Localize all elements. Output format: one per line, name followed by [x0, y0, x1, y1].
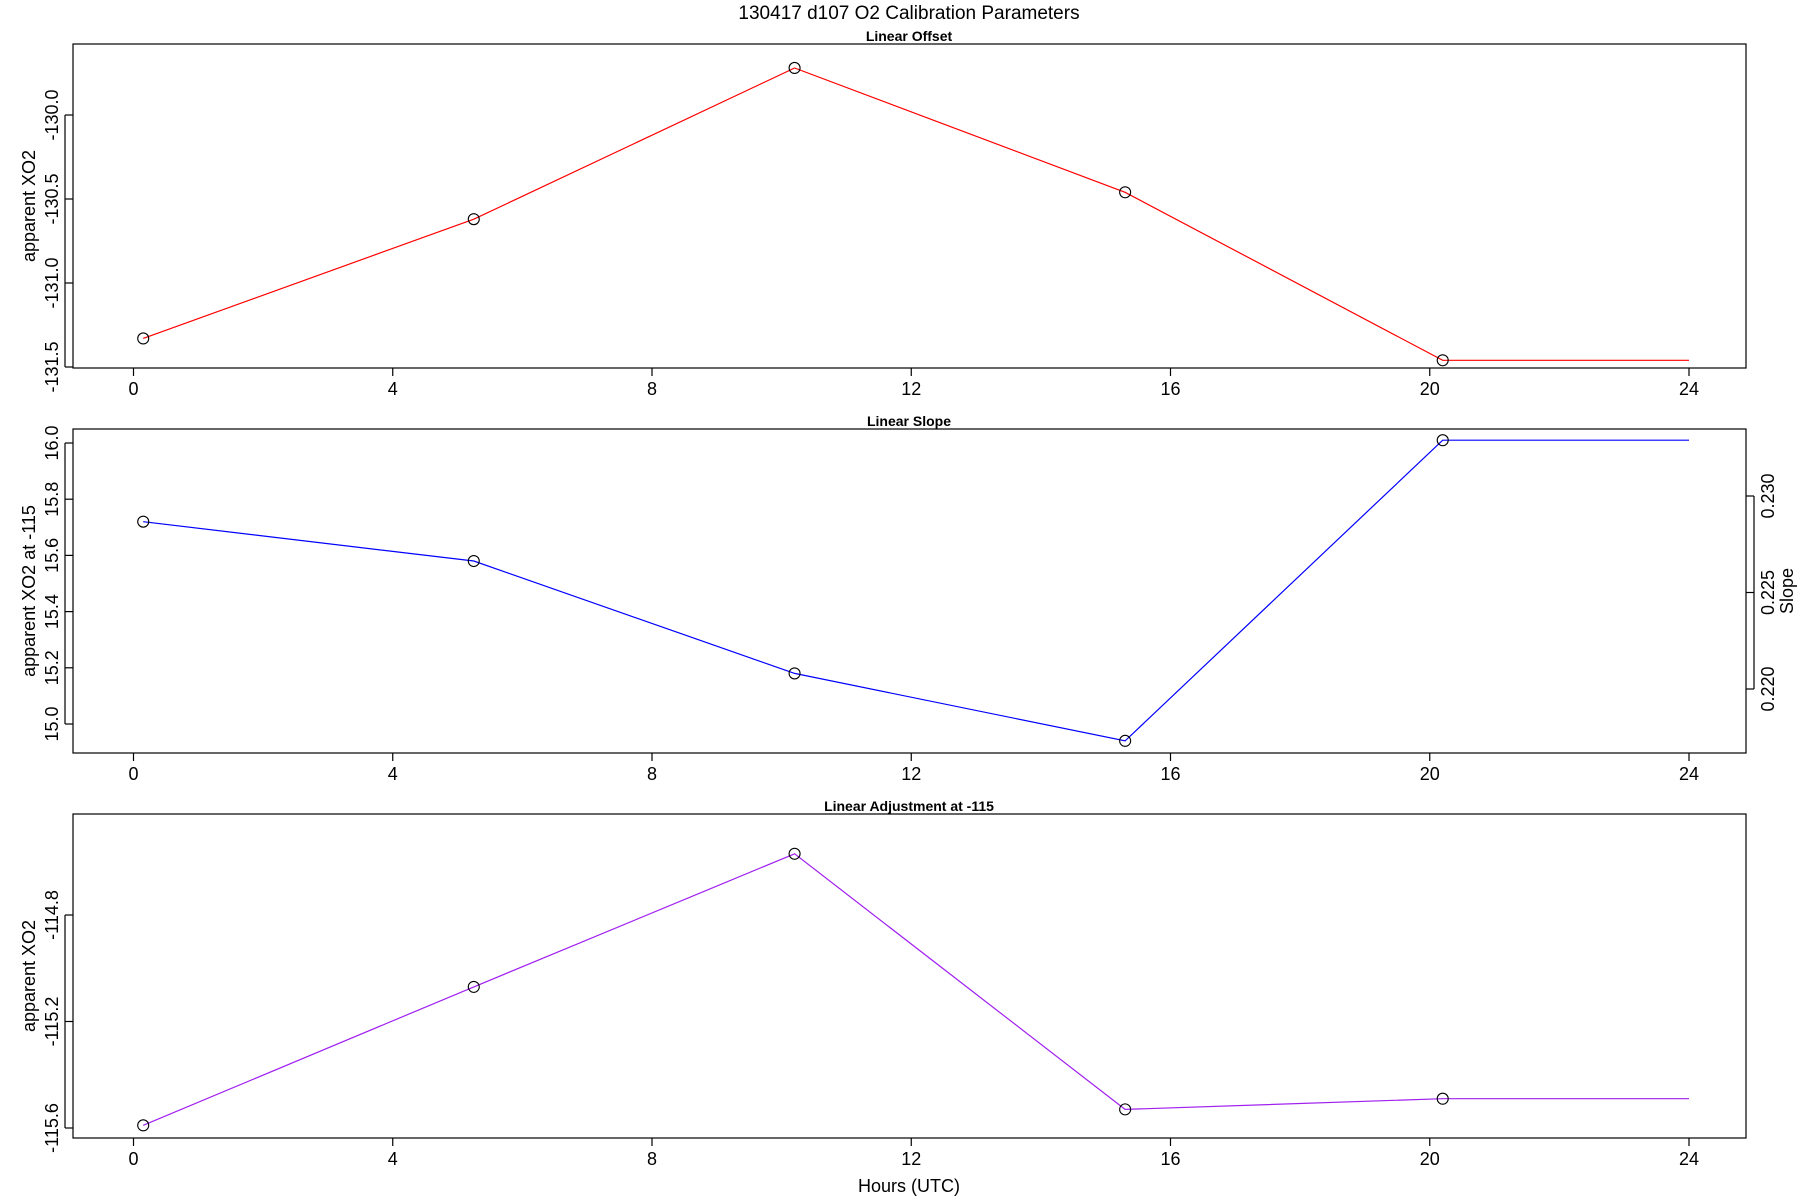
y-tick-label: 15.4	[42, 594, 62, 629]
x-tick-label: 20	[1420, 379, 1440, 399]
y-tick-label: 15.0	[42, 706, 62, 741]
series-linear-offset	[137, 61, 1689, 367]
data-point	[788, 847, 801, 860]
x-tick-label: 8	[647, 764, 657, 784]
data-point	[137, 1119, 150, 1132]
y-axis-label: apparent XO2	[19, 150, 39, 262]
data-point	[467, 554, 480, 568]
x-tick-label: 12	[901, 764, 921, 784]
x-tick-label: 8	[647, 1149, 657, 1169]
data-point	[467, 980, 480, 993]
x-axis-ticks: 0 4 8 12 16 20 24	[128, 1138, 1699, 1169]
data-point	[1436, 354, 1449, 367]
x-tick-label: 4	[388, 1149, 398, 1169]
x-tick-label: 16	[1160, 764, 1180, 784]
y-tick-label: -130.5	[42, 173, 62, 224]
data-point	[467, 213, 480, 226]
series-line	[142, 853, 1689, 1126]
plot-frame	[72, 43, 1747, 369]
y-axis-label-right: Slope	[1777, 568, 1797, 614]
data-point	[788, 667, 801, 680]
plot-frame	[72, 813, 1747, 1139]
y-right-tick-label: 0.220	[1758, 666, 1778, 711]
y-tick-label: 16.0	[42, 425, 62, 460]
y-tick-label: 15.6	[42, 538, 62, 573]
x-tick-label: 0	[128, 764, 138, 784]
x-tick-label: 16	[1160, 379, 1180, 399]
y-tick-label: -115.2	[42, 997, 62, 1047]
data-point	[1119, 1103, 1132, 1116]
data-point	[1119, 186, 1132, 199]
y-tick-label: -131.0	[42, 257, 62, 308]
y-axis-label: apparent XO2	[19, 920, 39, 1032]
y-tick-label: -114.8	[42, 890, 62, 940]
series-line	[142, 67, 1689, 361]
x-tick-label: 0	[128, 379, 138, 399]
plot-frame	[72, 428, 1747, 754]
series-linear-slope	[137, 434, 1689, 747]
panel-title: Linear Adjustment at -115	[824, 798, 994, 814]
y-axis-ticks: 15.0 15.2 15.4 15.6 15.8 16.0	[42, 425, 73, 742]
x-tick-label: 20	[1420, 1149, 1440, 1169]
data-point	[137, 515, 150, 528]
y-tick-label: 15.8	[42, 482, 62, 517]
x-tick-label: 20	[1420, 764, 1440, 784]
figure-title: 130417 d107 O2 Calibration Parameters	[738, 3, 1079, 24]
panel-linear-adjustment: Linear Adjustment at -115 apparent XO2 H…	[19, 798, 1747, 1196]
x-tick-label: 24	[1679, 379, 1699, 399]
data-point	[1436, 434, 1449, 447]
x-tick-label: 8	[647, 379, 657, 399]
x-tick-label: 24	[1679, 764, 1699, 784]
y-right-tick-label: 0.230	[1758, 473, 1778, 518]
data-point	[137, 332, 150, 345]
data-point	[1436, 1092, 1449, 1105]
panel-title: Linear Slope	[867, 413, 951, 429]
x-tick-label: 24	[1679, 1149, 1699, 1169]
y-axis-ticks: -130.0 -130.5 -131.0 -131.5	[42, 89, 73, 393]
panel-linear-slope: Linear Slope apparent XO2 at -115 Slope …	[19, 413, 1797, 784]
y-tick-label: -130.0	[42, 89, 62, 140]
panel-title: Linear Offset	[866, 28, 953, 44]
y-axis-ticks-right: 0.220 0.225 0.230	[1746, 473, 1778, 712]
x-tick-label: 12	[901, 1149, 921, 1169]
x-tick-label: 12	[901, 379, 921, 399]
y-tick-label: 15.2	[42, 650, 62, 685]
x-tick-label: 4	[388, 764, 398, 784]
x-axis-label: Hours (UTC)	[858, 1176, 960, 1196]
y-tick-label: -115.6	[42, 1103, 62, 1153]
panel-linear-offset: Linear Offset apparent XO2 0 4 8 12 16 20 24 -…	[19, 28, 1747, 399]
data-point	[1119, 734, 1132, 747]
x-axis-ticks: 0 4 8 12 16 20 24	[128, 753, 1699, 784]
series-line	[143, 439, 1689, 742]
data-point	[788, 61, 801, 75]
series-linear-adjustment	[137, 847, 1689, 1132]
x-tick-label: 0	[128, 1149, 138, 1169]
x-tick-label: 16	[1160, 1149, 1180, 1169]
y-axis-label: apparent XO2 at -115	[19, 505, 39, 677]
x-tick-label: 4	[388, 379, 398, 399]
x-axis-ticks: 0 4 8 12 16 20 24	[128, 368, 1699, 399]
y-tick-label: -131.5	[42, 341, 62, 392]
y-axis-ticks: -114.8 -115.2 -115.6	[42, 890, 73, 1153]
y-right-tick-label: 0.225	[1758, 570, 1778, 615]
